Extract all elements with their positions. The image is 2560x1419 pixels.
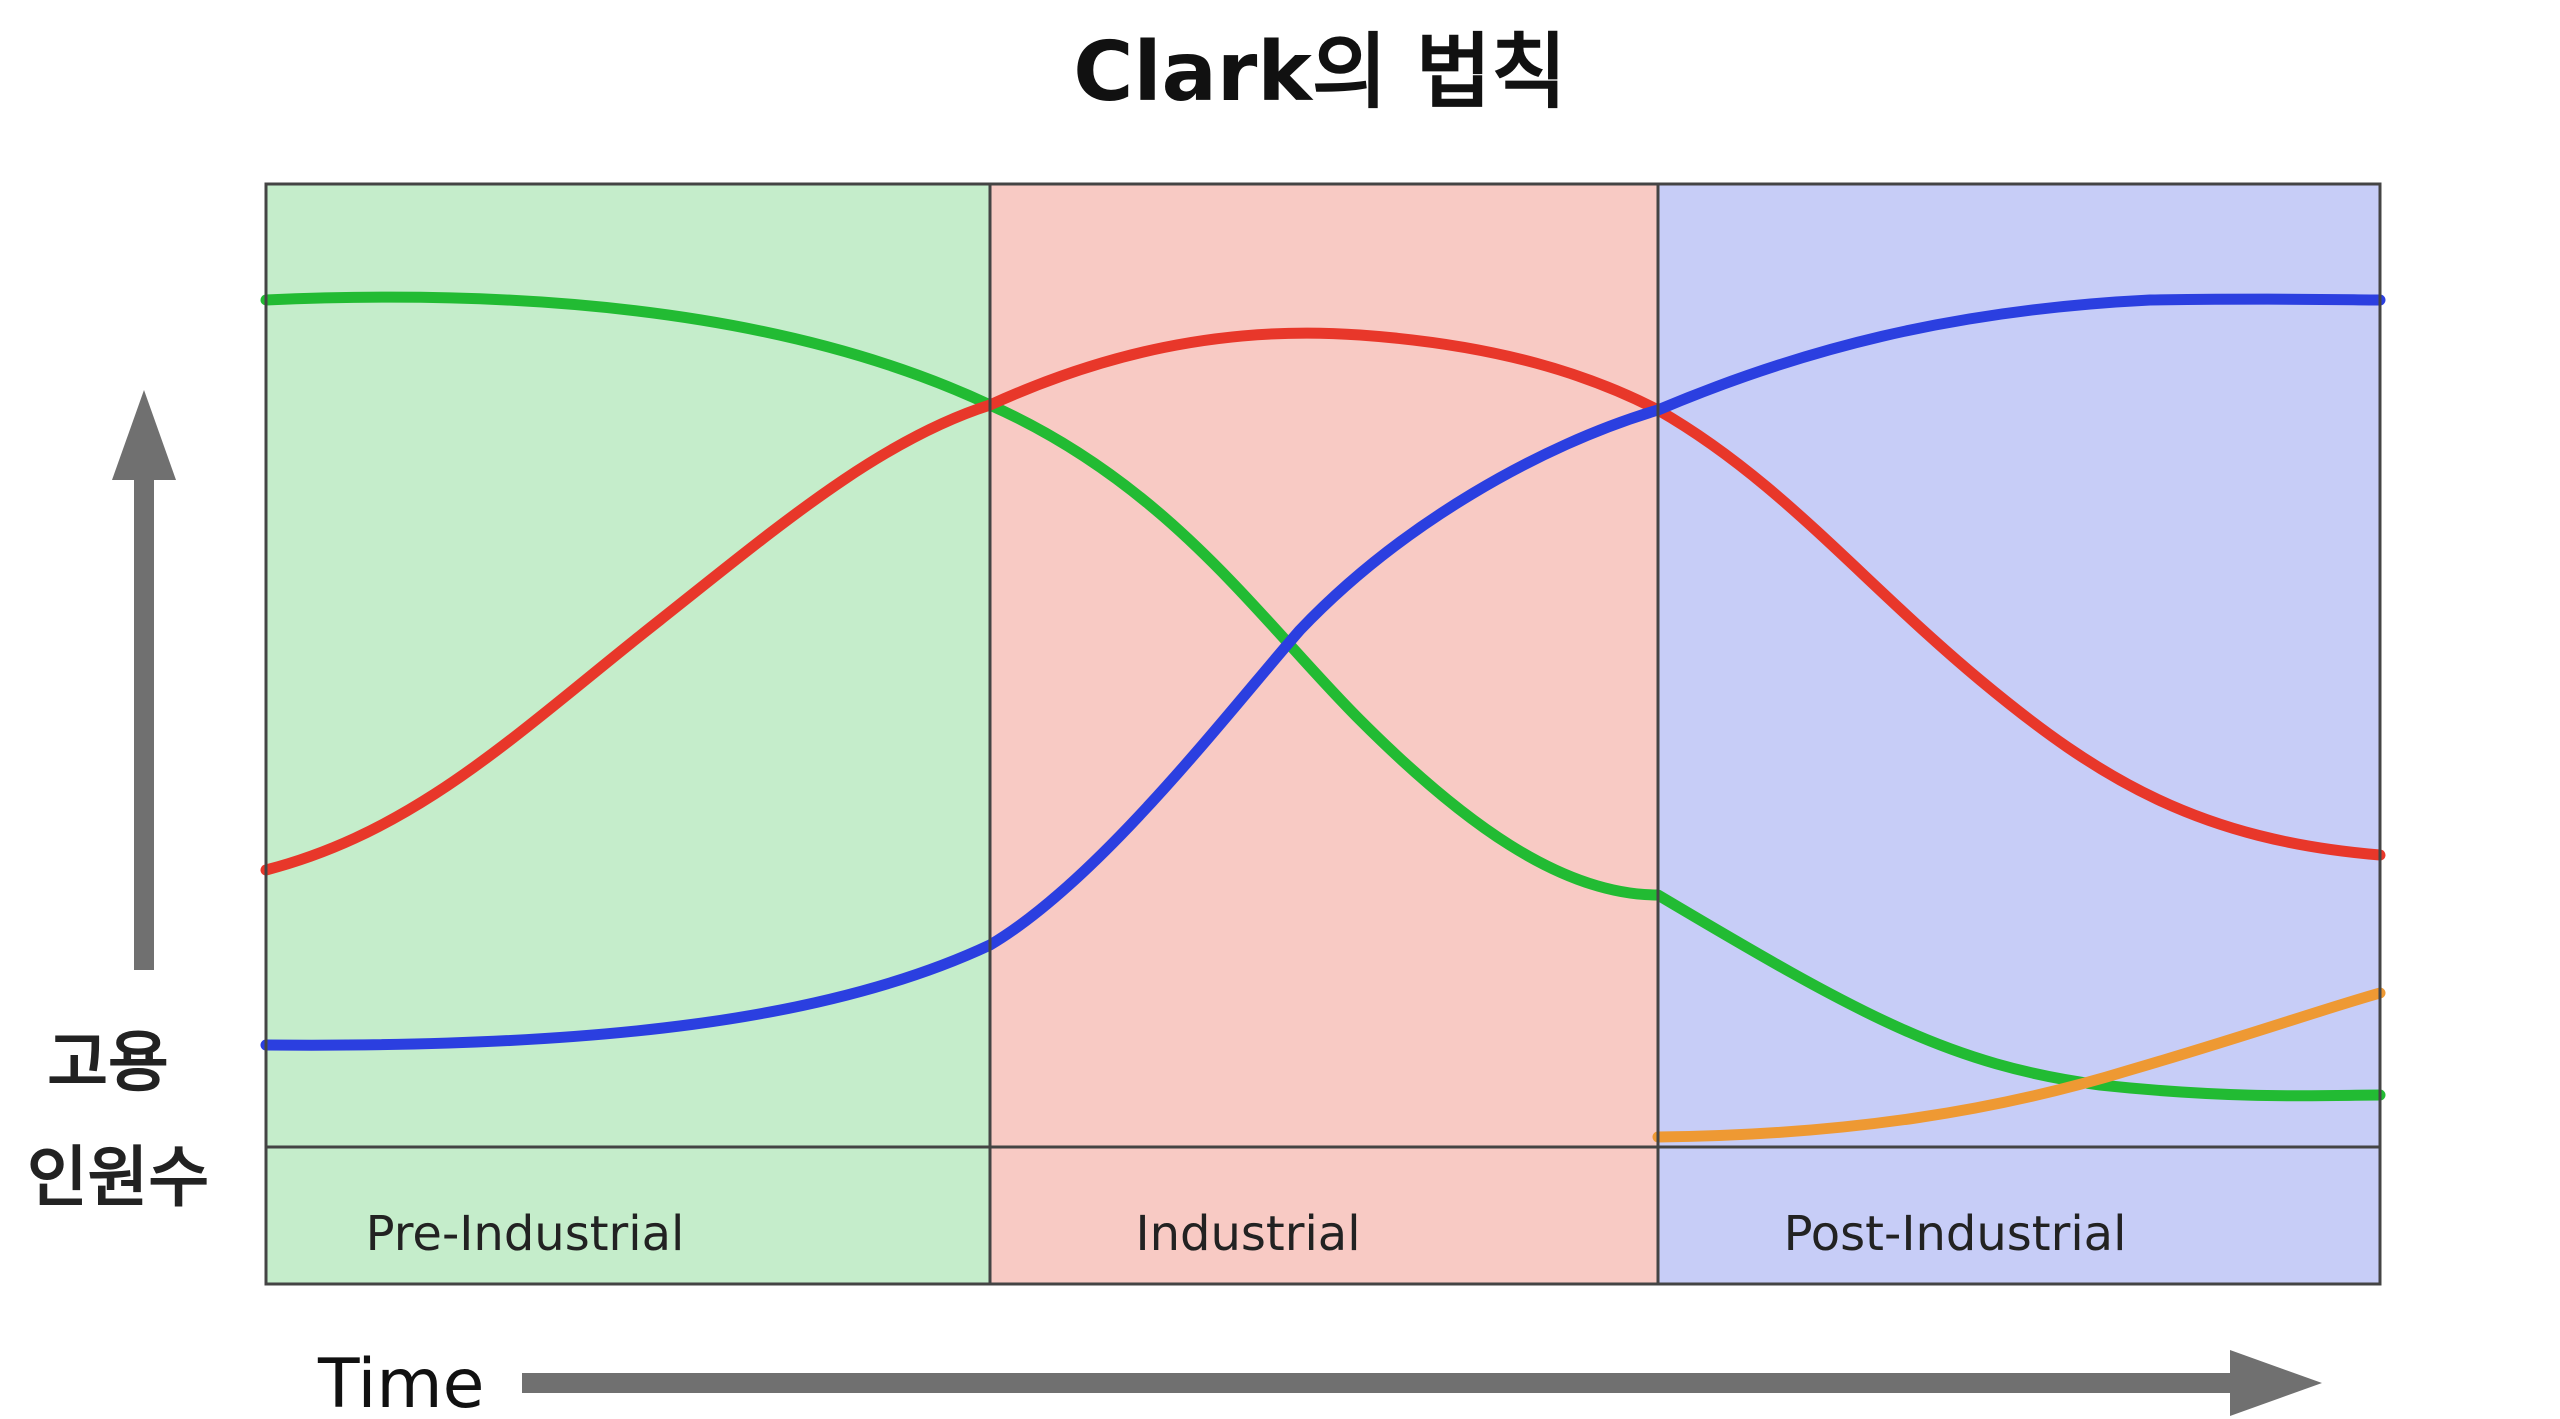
diagram-title: Clark의 법칙 (1073, 25, 1566, 120)
blue-curve (260, 293, 2386, 1051)
chart-frame (264, 182, 2382, 1286)
era-label-post-industrial: Post-Industrial (1784, 1206, 2127, 1262)
post-industrial-panel (1658, 184, 2380, 1284)
pre-industrial-panel (266, 184, 990, 1284)
industrial-panel (990, 184, 1658, 1284)
orange-curve (1652, 987, 2386, 1143)
x-axis-arrow (522, 1350, 2322, 1416)
y-axis-label-line-1: 고용 (47, 1024, 168, 1101)
y-axis-arrow (112, 390, 176, 970)
era-label-pre-industrial: Pre-Industrial (366, 1206, 685, 1262)
x-axis-label: Time (317, 1345, 484, 1419)
red-curve (260, 327, 2386, 876)
era-label-industrial: Industrial (1135, 1206, 1360, 1262)
y-axis-label-line-2: 인원수 (27, 1139, 209, 1216)
